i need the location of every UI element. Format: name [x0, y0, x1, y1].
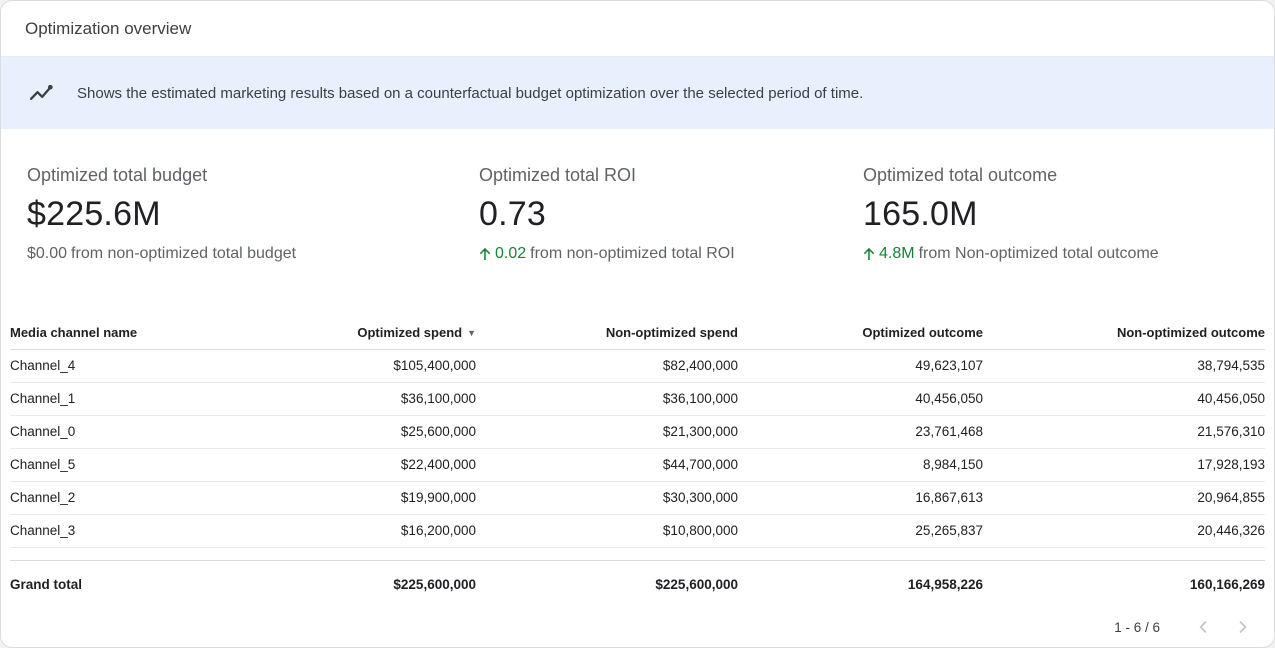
grand-total-cell: Grand total [10, 560, 290, 606]
kpi-delta-value: $0.00 [27, 245, 68, 262]
kpi-optimized-total-budget: Optimized total budget $225.6M $0.00 fro… [27, 165, 479, 263]
table-cell: 40,456,050 [983, 382, 1265, 416]
table-cell: $105,400,000 [290, 349, 476, 383]
table-cell: $19,900,000 [290, 481, 476, 515]
table-cell: 23,761,468 [738, 415, 983, 449]
pagination-prev-button[interactable] [1188, 612, 1218, 642]
table-cell: 20,964,855 [983, 481, 1265, 515]
page-title: Optimization overview [25, 18, 192, 38]
kpi-value: 0.73 [479, 195, 546, 233]
table-cell: 21,576,310 [983, 415, 1265, 449]
table-cell: Channel_4 [10, 349, 290, 383]
table-cell: $22,400,000 [290, 448, 476, 482]
kpi-delta: 0.02 from non-optimized total ROI [479, 245, 863, 263]
table-spacer-row [10, 548, 1265, 561]
table-row: Channel_0 $25,600,000 $21,300,000 23,761,46… [10, 415, 1265, 449]
grand-total-cell: 164,958,226 [738, 560, 983, 606]
table-cell: Channel_5 [10, 448, 290, 482]
table-body: Channel_4 $105,400,000 $82,400,000 49,623,1… [10, 349, 1265, 561]
sort-descending-icon: ▼ [467, 328, 476, 338]
kpi-delta-suffix: from non-optimized total budget [71, 245, 297, 262]
table-row: Channel_2 $19,900,000 $30,300,000 16,867,61… [10, 481, 1265, 515]
pagination: 1 - 6 / 6 [1, 612, 1274, 642]
channel-table: Media channel name Optimized spend ▼ Non-op… [10, 317, 1265, 606]
table-cell: Channel_1 [10, 382, 290, 416]
table-row: Channel_4 $105,400,000 $82,400,000 49,623,1… [10, 349, 1265, 383]
table-cell: $25,600,000 [290, 415, 476, 449]
kpi-delta: 4.8M from Non-optimized total outcome [863, 245, 1248, 263]
kpi-optimized-total-roi: Optimized total ROI 0.73 0.02 from non-o… [479, 165, 863, 263]
kpi-label: Optimized total outcome [863, 165, 1058, 185]
table-cell: Channel_3 [10, 514, 290, 548]
column-header[interactable]: Non-optimized spend [476, 317, 738, 350]
pagination-next-button[interactable] [1228, 612, 1258, 642]
kpi-delta-suffix: from non-optimized total ROI [530, 245, 735, 262]
info-banner: Shows the estimated marketing results ba… [1, 57, 1274, 129]
table-cell: Channel_0 [10, 415, 290, 449]
kpi-delta: $0.00 from non-optimized total budget [27, 245, 479, 263]
table-row: Channel_3 $16,200,000 $10,800,000 25,265,83… [10, 514, 1265, 548]
table-cell: Channel_2 [10, 481, 290, 515]
kpi-delta-value: 0.02 [495, 245, 527, 262]
insights-icon [27, 79, 55, 107]
kpi-label: Optimized total budget [27, 165, 208, 185]
table-cell: 38,794,535 [983, 349, 1265, 383]
table-cell: $44,700,000 [476, 448, 738, 482]
table-row: Channel_5 $22,400,000 $44,700,000 8,984,150… [10, 448, 1265, 482]
grand-total-row: Grand total $225,600,000 $225,600,000 164,9… [10, 560, 1265, 606]
table-cell: 8,984,150 [738, 448, 983, 482]
table-cell: 49,623,107 [738, 349, 983, 383]
table-cell: $36,100,000 [290, 382, 476, 416]
grand-total-cell: 160,166,269 [983, 560, 1265, 606]
card-header: Optimization overview [1, 1, 1274, 57]
grand-total-cell: $225,600,000 [476, 560, 738, 606]
table-cell: 17,928,193 [983, 448, 1265, 482]
kpi-delta-suffix: from Non-optimized total outcome [918, 245, 1159, 262]
kpi-delta-value: 4.8M [879, 245, 915, 262]
pagination-range: 1 - 6 / 6 [1114, 619, 1160, 635]
table-cell: $36,100,000 [476, 382, 738, 416]
column-header[interactable]: Non-optimized outcome [983, 317, 1265, 350]
column-header[interactable]: Media channel name [10, 317, 290, 350]
kpi-label: Optimized total ROI [479, 165, 637, 185]
table-cell: $82,400,000 [476, 349, 738, 383]
table-cell: 20,446,326 [983, 514, 1265, 548]
table-cell: 25,265,837 [738, 514, 983, 548]
column-header[interactable]: Optimized outcome [738, 317, 983, 350]
column-header[interactable]: Optimized spend ▼ [290, 317, 476, 350]
grand-total-cell: $225,600,000 [290, 560, 476, 606]
kpi-value: 165.0M [863, 195, 978, 233]
arrow-up-icon [479, 247, 491, 261]
chevron-right-icon [1239, 621, 1247, 633]
table-header-row: Media channel name Optimized spend ▼ Non-op… [10, 317, 1265, 350]
kpi-row: Optimized total budget $225.6M $0.00 fro… [1, 129, 1274, 263]
table-cell: 16,867,613 [738, 481, 983, 515]
table-cell: 40,456,050 [738, 382, 983, 416]
banner-description: Shows the estimated marketing results ba… [77, 84, 864, 102]
table-row: Channel_1 $36,100,000 $36,100,000 40,456,05… [10, 382, 1265, 416]
channel-table-wrapper: Media channel name Optimized spend ▼ Non-op… [1, 317, 1274, 606]
arrow-up-icon [863, 247, 875, 261]
table-cell: $21,300,000 [476, 415, 738, 449]
chevron-left-icon [1199, 621, 1207, 633]
kpi-optimized-total-outcome: Optimized total outcome 165.0M 4.8M from… [863, 165, 1248, 263]
table-cell: $16,200,000 [290, 514, 476, 548]
table-cell: $10,800,000 [476, 514, 738, 548]
table-cell: $30,300,000 [476, 481, 738, 515]
kpi-value: $225.6M [27, 195, 161, 233]
